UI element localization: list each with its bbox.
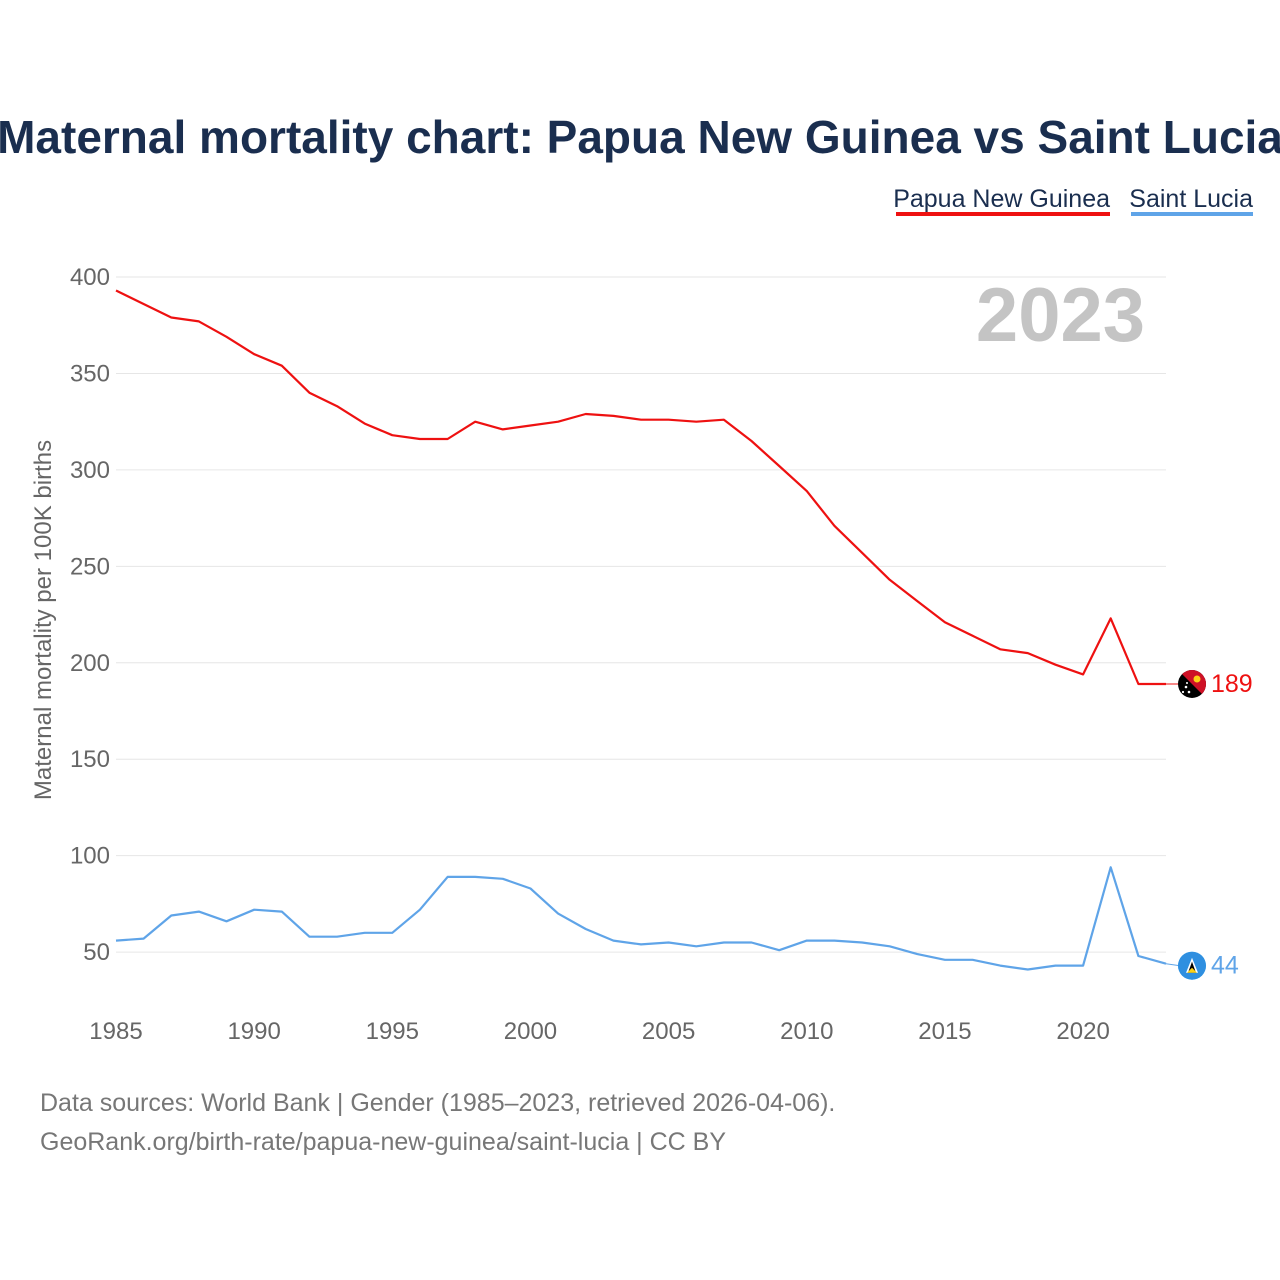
end-value-papua-new-guinea: 189 — [1211, 670, 1253, 698]
series-line-papua-new-guinea — [115, 289, 1166, 686]
x-tick-label: 1990 — [227, 1018, 280, 1045]
y-tick-label: 400 — [70, 264, 110, 291]
x-tick-label: 1995 — [366, 1018, 419, 1045]
x-tick-label: 2020 — [1056, 1018, 1109, 1045]
year-watermark: 2023 — [976, 273, 1145, 358]
x-tick-label: 2000 — [504, 1018, 557, 1045]
end-value-saint-lucia: 44 — [1211, 952, 1239, 980]
footer-source: Data sources: World Bank | Gender (1985–… — [40, 1089, 835, 1117]
y-tick-label: 150 — [70, 746, 110, 773]
y-tick-label: 200 — [70, 650, 110, 677]
saint-lucia-flag-icon — [1178, 951, 1206, 980]
x-tick-label: 2015 — [918, 1018, 971, 1045]
x-tick-label: 1985 — [89, 1018, 142, 1045]
y-tick-label: 300 — [70, 457, 110, 484]
series-line-saint-lucia — [115, 866, 1167, 971]
x-tick-label: 2010 — [780, 1018, 833, 1045]
legend-item-papua-new-guinea[interactable]: Papua New Guinea — [893, 185, 1110, 213]
x-tick-label: 2005 — [642, 1018, 695, 1045]
gridlines — [116, 276, 1166, 953]
y-tick-label: 50 — [83, 939, 110, 966]
end-marker-saint-lucia: 44 — [1178, 951, 1239, 980]
y-axis-label: Maternal mortality per 100K births — [30, 440, 57, 800]
y-tick-label: 100 — [70, 843, 110, 870]
y-tick-label: 250 — [70, 553, 110, 580]
series-lines — [115, 289, 1181, 971]
legend: Papua New Guinea Saint Lucia — [893, 185, 1253, 216]
legend-item-saint-lucia[interactable]: Saint Lucia — [1129, 185, 1253, 213]
y-axis-ticks: 50 100 150 200 250 300 350 400 — [70, 264, 110, 966]
x-axis-ticks: 1985 1990 1995 2000 2005 2010 2015 2020 — [89, 1018, 1109, 1045]
footer-url[interactable]: GeoRank.org/birth-rate/papua-new-guinea/… — [40, 1128, 726, 1156]
papua-new-guinea-flag-icon — [1178, 670, 1206, 698]
end-marker-papua-new-guinea: 189 — [1178, 670, 1253, 698]
y-tick-label: 350 — [70, 360, 110, 387]
series-end-connector-saint-lucia — [1165, 963, 1181, 967]
chart-title: Maternal mortality chart: Papua New Guin… — [0, 111, 1280, 163]
